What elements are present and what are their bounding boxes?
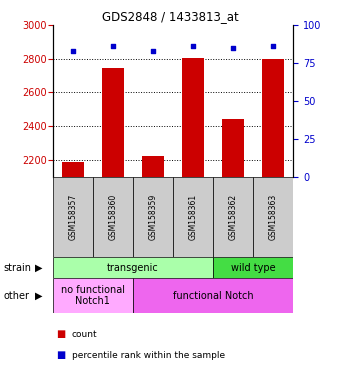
Text: ▶: ▶ [35, 291, 43, 301]
Text: GSM158360: GSM158360 [108, 194, 117, 240]
Bar [142, 156, 164, 177]
Text: GSM158363: GSM158363 [269, 194, 278, 240]
Text: GSM158362: GSM158362 [229, 194, 238, 240]
Bar [133, 278, 293, 313]
Text: GSM158357: GSM158357 [69, 194, 77, 240]
Bar [213, 257, 293, 278]
Text: no functional
Notch1: no functional Notch1 [61, 285, 125, 306]
Text: ■: ■ [56, 350, 65, 360]
Text: functional Notch: functional Notch [173, 291, 253, 301]
Bar [262, 59, 284, 177]
Bar [133, 177, 173, 257]
Text: percentile rank within the sample: percentile rank within the sample [72, 351, 225, 360]
Text: count: count [72, 329, 97, 339]
Point [270, 43, 276, 49]
Bar [182, 58, 204, 177]
Text: transgenic: transgenic [107, 263, 159, 273]
Point [70, 48, 76, 54]
Text: other: other [3, 291, 29, 301]
Bar [62, 162, 84, 177]
Bar [102, 68, 124, 177]
Bar [173, 177, 213, 257]
Text: GDS2848 / 1433813_at: GDS2848 / 1433813_at [102, 10, 239, 23]
Bar [53, 177, 93, 257]
Bar [253, 177, 293, 257]
Text: GSM158361: GSM158361 [189, 194, 197, 240]
Point [231, 45, 236, 51]
Point [150, 48, 156, 54]
Bar [93, 177, 133, 257]
Bar [53, 278, 133, 313]
Bar [53, 257, 213, 278]
Text: strain: strain [3, 263, 31, 273]
Text: ▶: ▶ [35, 263, 43, 273]
Text: ■: ■ [56, 329, 65, 339]
Text: GSM158359: GSM158359 [149, 194, 158, 240]
Text: wild type: wild type [231, 263, 276, 273]
Bar [213, 177, 253, 257]
Point [190, 43, 196, 49]
Bar [222, 119, 244, 177]
Point [110, 43, 116, 49]
